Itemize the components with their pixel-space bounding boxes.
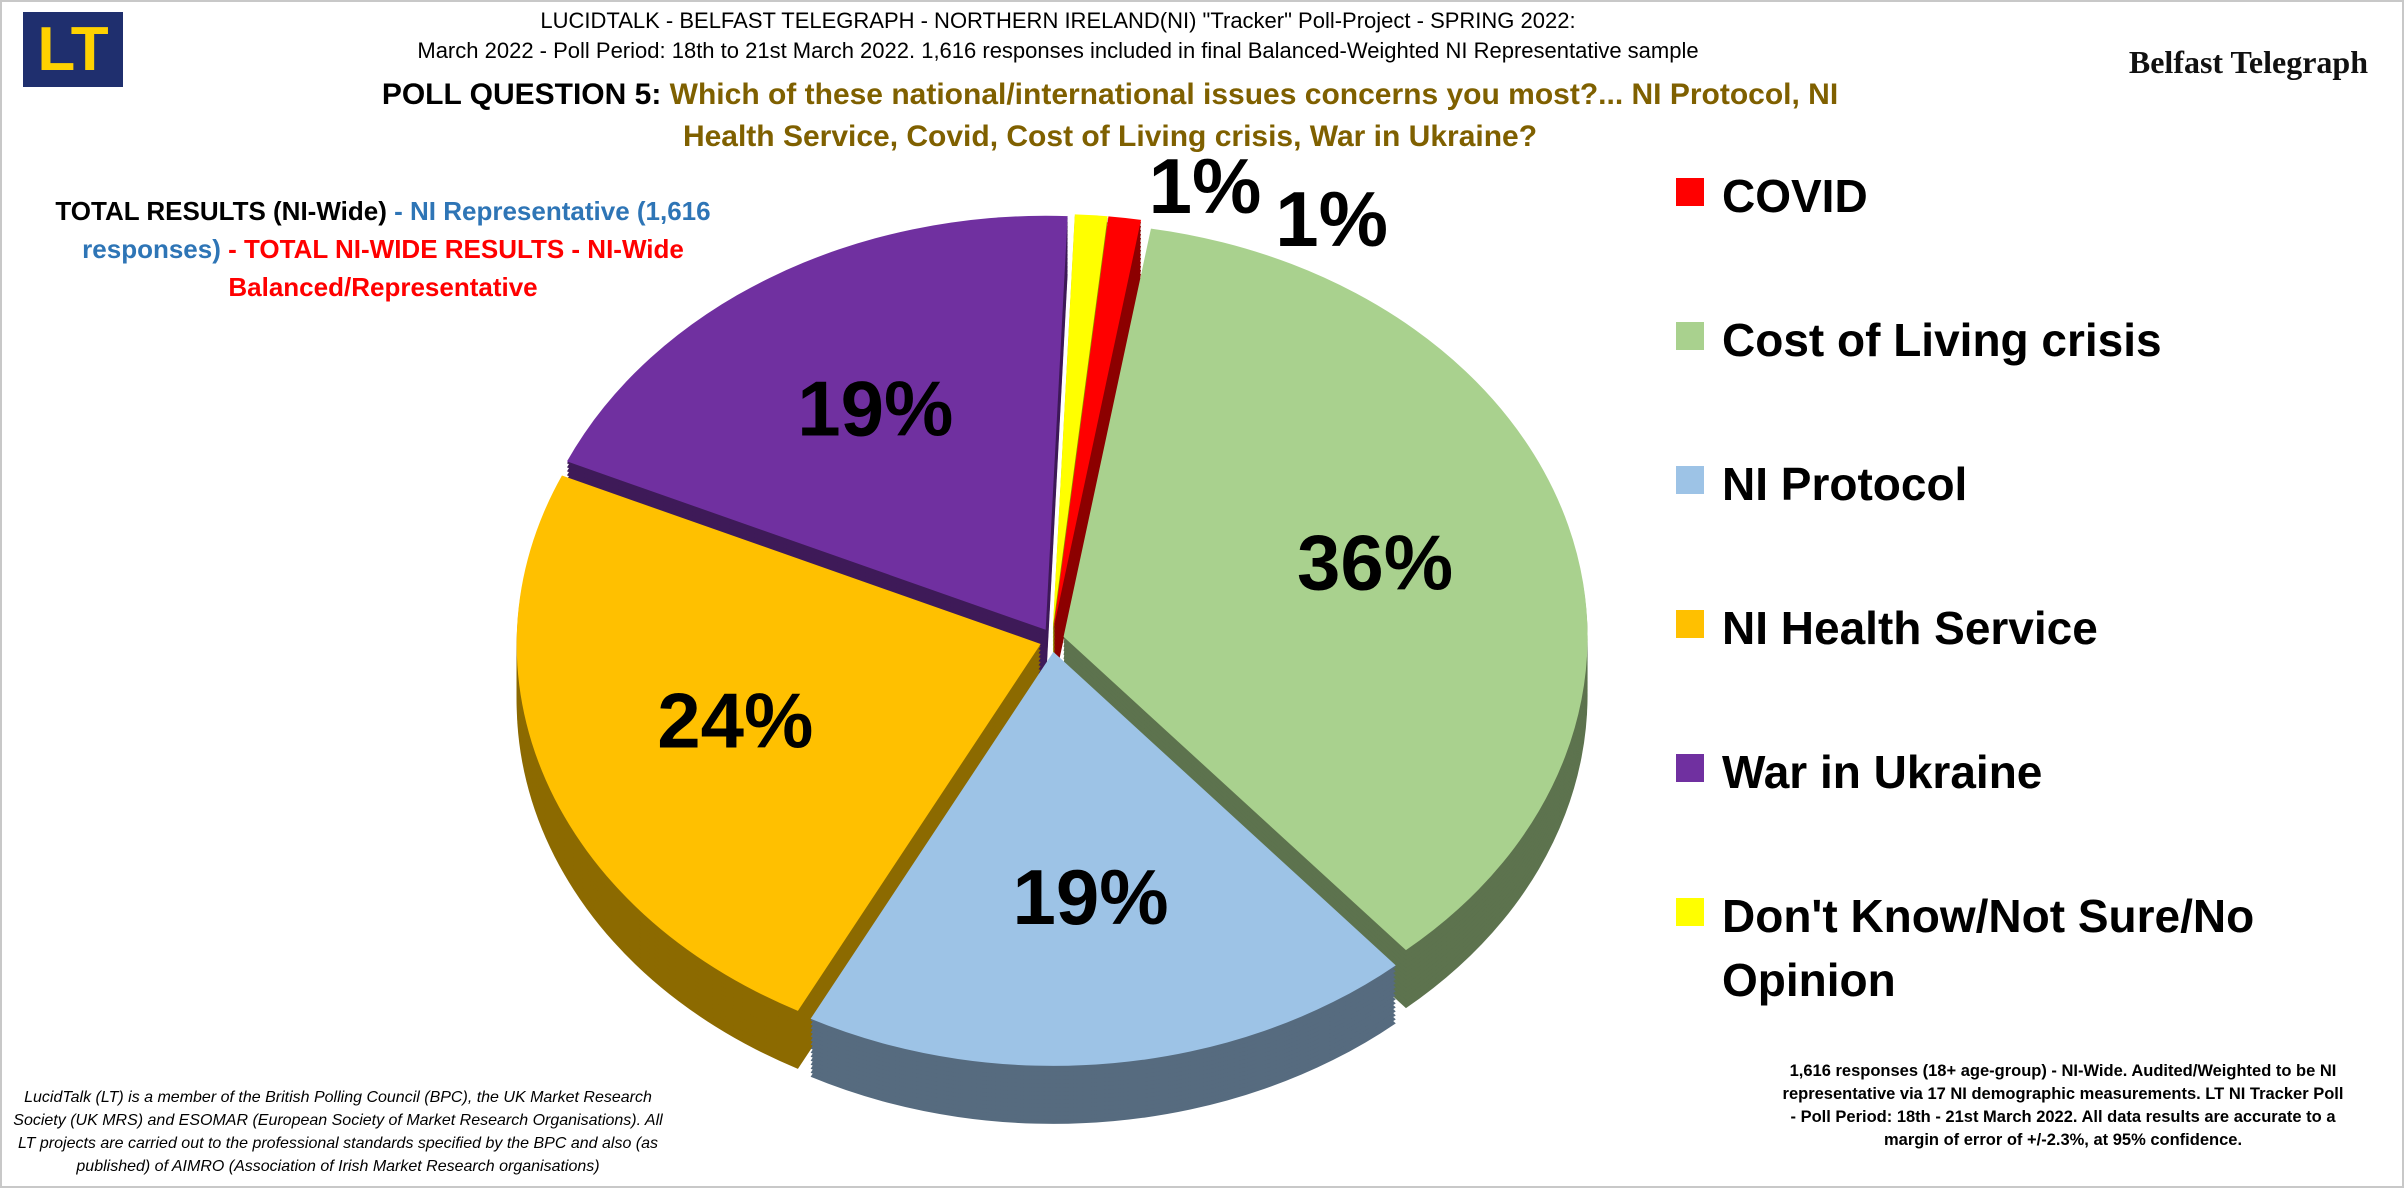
value-label: 19% — [1012, 853, 1168, 941]
note: TOTAL RESULTS (NI-Wide) - NI Representat… — [36, 192, 730, 306]
note-text: TOTAL RESULTS (NI-Wide) — [55, 196, 387, 226]
slice — [516, 475, 1041, 1011]
slice — [566, 215, 1068, 630]
legend-item: War in Ukraine — [1676, 740, 2356, 804]
legend-item: Don't Know/Not Sure/No Opinion — [1676, 884, 2356, 1012]
brand: Belfast Telegraph — [2128, 44, 2368, 80]
note-text: - TOTAL NI-WIDE RESULTS - NI-Wide Balanc… — [228, 234, 684, 302]
legend-label: NI Health Service — [1722, 602, 2098, 654]
slice-side — [1052, 216, 1108, 631]
slice-side — [1053, 230, 1142, 643]
logo: LT — [23, 12, 123, 87]
legend-item: NI Health Service — [1676, 596, 2356, 660]
header-line: March 2022 - Poll Period: 18th to 21st M… — [417, 38, 1699, 63]
slice — [1053, 216, 1142, 629]
slice-side — [1053, 234, 1142, 647]
legend-item: NI Protocol — [1676, 452, 2356, 516]
question: POLL QUESTION 5: Which of these national… — [370, 74, 1850, 158]
chart-title: Which of these national/international is… — [669, 78, 1839, 153]
slice-side — [1053, 246, 1142, 659]
slice — [810, 651, 1396, 1066]
slice-side — [1053, 266, 1142, 679]
footnote: LucidTalk (LT) is a member of the Britis… — [13, 1089, 663, 1175]
slice-side — [1053, 262, 1142, 675]
slice-side — [1052, 220, 1108, 635]
legend-swatch — [1676, 610, 1704, 638]
value-label: 36% — [1297, 518, 1453, 606]
legend-label: Cost of Living crisis — [1722, 314, 2162, 366]
legend-label: Don't Know/Not Sure/No Opinion — [1722, 890, 2255, 1006]
slice — [1052, 214, 1108, 629]
legend-label: War in Ukraine — [1722, 746, 2043, 798]
legend-swatch — [1676, 322, 1704, 350]
value-label: 1% — [1149, 142, 1262, 230]
legend-swatch — [1676, 898, 1704, 926]
slice-side — [1053, 250, 1142, 663]
value-label: 1% — [1275, 175, 1388, 263]
legend-swatch — [1676, 178, 1704, 206]
slice — [1063, 228, 1588, 951]
slice-side — [1053, 222, 1142, 635]
slice-side — [1053, 258, 1142, 671]
legend-label: COVID — [1722, 170, 1868, 222]
slice-side — [1053, 254, 1142, 667]
legend-item: COVID — [1676, 164, 2356, 228]
footnote: 1,616 responses (18+ age-group) - NI-Wid… — [1782, 1062, 2344, 1149]
value-label: 19% — [797, 364, 953, 452]
question-label: POLL QUESTION 5: — [381, 78, 662, 111]
legend-swatch — [1676, 466, 1704, 494]
slice-side — [1053, 238, 1142, 651]
header-line: LUCIDTALK - BELFAST TELEGRAPH - NORTHERN… — [540, 8, 1576, 33]
slice-side — [1053, 270, 1142, 683]
note-text: - NI Representative (1,616 responses) — [82, 196, 711, 264]
legend-item: Cost of Living crisis — [1676, 308, 2356, 372]
legend-swatch — [1676, 754, 1704, 782]
value-label: 24% — [657, 677, 813, 765]
legend-label: NI Protocol — [1722, 458, 1968, 510]
slice-side — [1053, 226, 1142, 639]
slice-side — [1053, 242, 1142, 655]
